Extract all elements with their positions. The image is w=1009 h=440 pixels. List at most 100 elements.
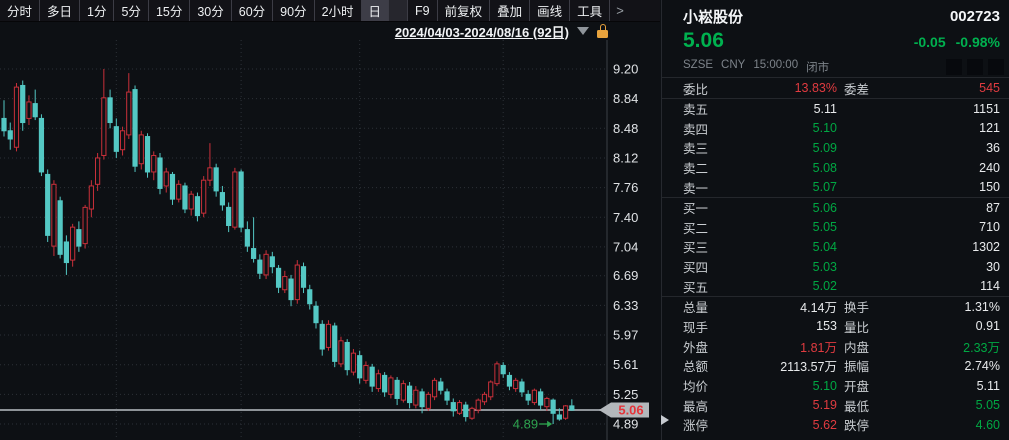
svg-text:5.97: 5.97 — [613, 328, 638, 343]
bid-row-3[interactable]: 买三 5.04 1302 — [662, 237, 1009, 257]
bid-row-1[interactable]: 买一 5.06 87 — [662, 198, 1009, 218]
bid-row-4[interactable]: 买四 5.03 30 — [662, 257, 1009, 277]
stat-value: 5.19 — [812, 398, 837, 413]
stat-row-turnover: 总额 2113.57万 振幅 2.74% — [662, 356, 1009, 376]
svg-text:6.69: 6.69 — [613, 268, 638, 283]
toolbar: 分时 多日 1分 5分 15分 30分 60分 90分 2小时 日 F9 前复权… — [0, 0, 660, 22]
price-change-percent: -0.98% — [955, 34, 1000, 50]
stat-value: 5.62 — [812, 417, 837, 432]
ask-row-5[interactable]: 卖五 5.11 1151 — [662, 99, 1009, 119]
bid-row-2[interactable]: 买二 5.05 710 — [662, 218, 1009, 238]
stat-value: 5.10 — [812, 378, 837, 393]
bid-label: 买四 — [683, 261, 709, 276]
stat-label: 换手 — [844, 301, 870, 316]
toolbar-tab-f9[interactable]: F9 — [408, 0, 438, 21]
ask-price: 5.07 — [812, 180, 837, 195]
bid-price: 5.03 — [812, 259, 837, 274]
ask-price: 5.10 — [812, 121, 837, 136]
panel-collapse-handle[interactable] — [661, 415, 669, 425]
stat-label: 量比 — [844, 320, 870, 335]
svg-text:5.61: 5.61 — [613, 357, 638, 372]
toolbar-tab-daily[interactable]: 日 — [361, 0, 390, 21]
ask-row-3[interactable]: 卖三 5.09 36 — [662, 138, 1009, 158]
order-ratio-value: 13.83% — [794, 81, 837, 95]
svg-text:9.20: 9.20 — [613, 62, 638, 77]
toolbar-tab-30min[interactable]: 30分 — [190, 0, 232, 21]
toolbar-tab-2hour[interactable]: 2小时 — [315, 0, 362, 21]
svg-text:8.84: 8.84 — [613, 91, 638, 106]
ask-volume: 121 — [979, 121, 1000, 136]
ask-row-4[interactable]: 卖四 5.10 121 — [662, 119, 1009, 139]
ask-label: 卖一 — [683, 181, 709, 196]
ask-row-1[interactable]: 卖一 5.07 150 — [662, 177, 1009, 197]
stat-label: 振幅 — [844, 360, 870, 375]
bid-label: 买二 — [683, 221, 709, 236]
divider — [662, 295, 1009, 297]
divider — [662, 196, 1009, 198]
bid-volume: 114 — [980, 279, 1000, 294]
stat-value: 0.91 — [975, 319, 1000, 334]
stat-value: 5.05 — [975, 398, 1000, 413]
stat-row-current-lot: 现手 153 量比 0.91 — [662, 317, 1009, 337]
stat-label: 外盘 — [683, 340, 709, 355]
toolbar-tab-timeshare[interactable]: 分时 — [0, 0, 41, 21]
price-change: -0.05 — [913, 34, 946, 50]
stat-row-avg-open: 均价 5.10 开盘 5.11 — [662, 376, 1009, 396]
toolbar-tab-15min[interactable]: 15分 — [149, 0, 191, 21]
stat-value: 1.31% — [964, 299, 1000, 314]
ask-volume: 240 — [979, 160, 1000, 175]
ask-label: 卖三 — [683, 142, 709, 157]
toolbar-tab-drawline[interactable]: 画线 — [530, 0, 571, 21]
stat-row-high-low: 最高 5.19 最低 5.05 — [662, 395, 1009, 415]
stat-label: 内盘 — [844, 340, 870, 355]
stat-label: 开盘 — [844, 380, 870, 395]
divider — [662, 98, 1009, 99]
toolbar-tab-60min[interactable]: 60分 — [232, 0, 274, 21]
bid-price: 5.02 — [812, 279, 837, 294]
toolbar-tab-1min[interactable]: 1分 — [80, 0, 115, 21]
ask-row-2[interactable]: 卖二 5.08 240 — [662, 158, 1009, 178]
stock-code: 002723 — [949, 8, 1000, 25]
ask-label: 卖四 — [683, 122, 709, 137]
panel-button-3[interactable] — [988, 58, 1004, 75]
toolbar-tab-5min[interactable]: 5分 — [114, 0, 149, 21]
ask-volume: 36 — [986, 140, 1000, 155]
stat-row-limit-up-down: 涨停 5.62 跌停 4.60 — [662, 415, 1009, 435]
stat-label: 最低 — [844, 399, 870, 414]
lock-icon[interactable] — [597, 24, 608, 38]
bid-label: 买一 — [683, 202, 709, 217]
bid-volume: 30 — [986, 259, 1000, 274]
stat-label: 跌停 — [844, 419, 870, 434]
toolbar-tab-overlay[interactable]: 叠加 — [490, 0, 531, 21]
date-range-label[interactable]: 2024/04/03-2024/08/16 (92日) — [394, 24, 569, 40]
toolbar-tab-multiday[interactable]: 多日 — [40, 0, 81, 21]
stat-value: 2.33万 — [963, 340, 1000, 355]
bid-price: 5.05 — [812, 220, 837, 235]
ask-label: 卖五 — [683, 103, 709, 118]
svg-text:8.12: 8.12 — [613, 150, 638, 165]
order-ratio-row: 委比 13.83% 委差 545 — [662, 78, 1009, 98]
bid-row-5[interactable]: 买五 5.02 114 — [662, 276, 1009, 296]
svg-text:6.33: 6.33 — [613, 298, 638, 313]
toolbar-tab-90min[interactable]: 90分 — [273, 0, 315, 21]
stat-row-volume: 总量 4.14万 换手 1.31% — [662, 297, 1009, 317]
stat-value: 1.81万 — [800, 340, 837, 355]
toolbar-tab-tools[interactable]: 工具 — [570, 0, 611, 21]
toolbar-blank-segment — [389, 0, 409, 21]
toolbar-tab-forward-adjust[interactable]: 前复权 — [438, 0, 491, 21]
stat-value: 4.60 — [975, 417, 1000, 432]
toolbar-more-chevron-icon[interactable]: > — [616, 3, 624, 18]
candlestick-chart[interactable]: 9.20 8.84 8.48 8.12 7.76 7.40 7.04 6.69 6.33 5.97… — [0, 40, 660, 440]
stat-label: 均价 — [683, 380, 709, 395]
stat-value: 4.14万 — [800, 301, 837, 316]
panel-button-2[interactable] — [967, 58, 983, 75]
bid-volume: 1302 — [972, 239, 1000, 254]
ask-price: 5.08 — [812, 160, 837, 175]
stat-label: 最高 — [683, 399, 709, 414]
svg-text:8.48: 8.48 — [613, 121, 638, 136]
svg-text:5.25: 5.25 — [613, 387, 638, 402]
panel-button-1[interactable] — [946, 58, 962, 75]
exchange-label: SZSE — [683, 58, 714, 71]
stat-row-outer-inner: 外盘 1.81万 内盘 2.33万 — [662, 336, 1009, 356]
caret-down-icon[interactable] — [577, 27, 589, 35]
